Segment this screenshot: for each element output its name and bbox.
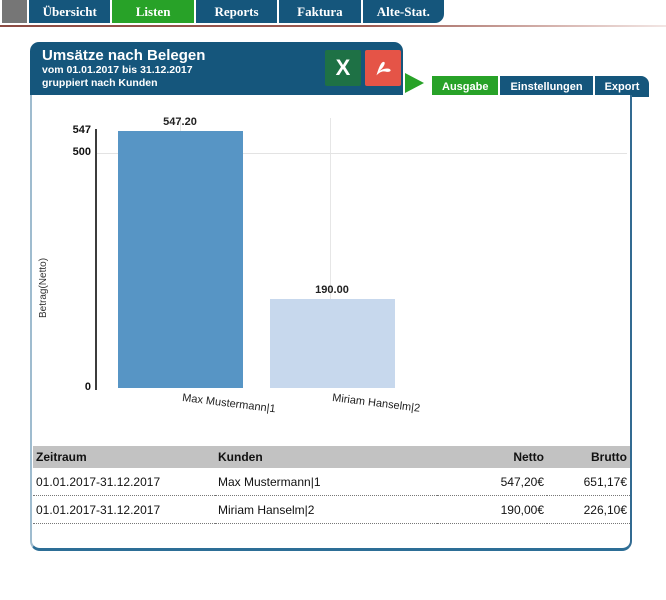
col-header-kunden: Kunden [215, 446, 437, 468]
window-control-square [2, 0, 27, 23]
excel-export-icon[interactable]: X [325, 50, 361, 86]
y-axis-title: Betrag(Netto) [38, 257, 49, 318]
nav-tab-faktura[interactable]: Faktura [279, 0, 361, 23]
report-grouping: gruppiert nach Kunden [42, 77, 158, 89]
acrobat-logo-icon [376, 61, 391, 76]
results-table: Zeitraum Kunden Netto Brutto 01.01.2017-… [33, 446, 630, 524]
nav-tab-listen[interactable]: Listen [112, 0, 194, 23]
cell-zeitraum: 01.01.2017-31.12.2017 [33, 495, 215, 524]
vertical-gridline-2 [330, 118, 331, 388]
y-axis-line [95, 129, 97, 390]
nav-tab-alte-stat[interactable]: Alte-Stat. [362, 0, 445, 23]
nav-underline [0, 25, 666, 27]
play-triangle-icon [405, 73, 424, 93]
cell-brutto: 651,17€ [547, 468, 630, 496]
table-row: 01.01.2017-31.12.2017 Max Mustermann|1 5… [33, 468, 630, 496]
bar-miriam-hanselm [270, 299, 395, 388]
cell-netto: 547,20€ [437, 468, 547, 496]
cell-kunde: Miriam Hanselm|2 [215, 495, 437, 524]
nav-tab-reports[interactable]: Reports [195, 0, 278, 23]
tab-einstellungen[interactable]: Einstellungen [500, 76, 593, 97]
cell-netto: 190,00€ [437, 495, 547, 524]
col-header-brutto: Brutto [547, 446, 630, 468]
y-tick-500: 500 [72, 146, 91, 158]
view-tabs: Ausgabe Einstellungen Export [432, 76, 650, 97]
main-nav: Übersicht Listen Reports Faktura Alte-St… [29, 0, 445, 23]
nav-tab-uebersicht[interactable]: Übersicht [29, 0, 111, 23]
col-header-netto: Netto [437, 446, 547, 468]
bar-max-mustermann [118, 131, 243, 388]
pdf-export-icon[interactable] [365, 50, 401, 86]
bar-value-label-2: 190.00 [315, 284, 349, 296]
y-tick-547: 547 [72, 124, 91, 136]
cell-brutto: 226,10€ [547, 495, 630, 524]
cell-zeitraum: 01.01.2017-31.12.2017 [33, 468, 215, 496]
col-header-zeitraum: Zeitraum [33, 446, 215, 468]
table-row: 01.01.2017-31.12.2017 Miriam Hanselm|2 1… [33, 495, 630, 524]
cell-kunde: Max Mustermann|1 [215, 468, 437, 496]
report-period: vom 01.01.2017 bis 31.12.2017 [42, 64, 193, 76]
y-tick-0: 0 [84, 381, 91, 393]
tab-ausgabe[interactable]: Ausgabe [432, 76, 499, 97]
tab-export[interactable]: Export [594, 76, 650, 97]
bar-value-label-1: 547.20 [163, 116, 197, 128]
report-title: Umsätze nach Belegen [42, 47, 206, 64]
gridline-500 [97, 153, 627, 154]
table-header-row: Zeitraum Kunden Netto Brutto [33, 446, 630, 468]
